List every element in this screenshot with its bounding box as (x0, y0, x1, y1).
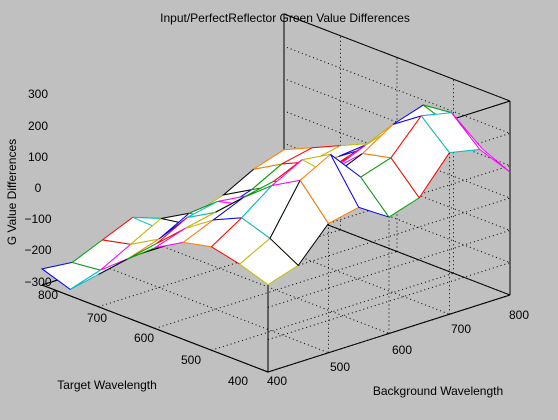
z-axis-label: G Value Differences (5, 139, 19, 245)
axes-frame-edge (267, 294, 511, 373)
background-tick-label: 700 (451, 322, 471, 336)
target-tick-label: 600 (134, 331, 154, 345)
background-floor-gridline (102, 265, 329, 354)
target-tick-label: 700 (87, 311, 107, 325)
z-tick-label: 100 (28, 150, 48, 164)
target-tick-labels: 800 700 600 500 400 (38, 288, 248, 388)
background-tick-labels: 400 500 600 700 800 (267, 308, 529, 388)
background-floor-gridline (162, 246, 390, 334)
surface-mesh (40, 104, 511, 291)
z-gridline (267, 110, 512, 276)
background-tick-label: 800 (509, 308, 529, 322)
z-gridline (267, 142, 512, 308)
z-tick-label: 200 (28, 119, 48, 133)
z-tick-labels: 300 200 100 0 −100 −200 −300 (24, 87, 51, 289)
target-floor-gridline (211, 272, 454, 351)
target-axis-label: Target Wavelength (57, 378, 157, 392)
background-tick-label: 600 (392, 343, 412, 357)
background-tick-label: 500 (330, 360, 350, 374)
z-gridline (267, 175, 512, 341)
z-tick-label: −100 (24, 212, 51, 226)
target-tick-label: 400 (228, 374, 248, 388)
target-tick-label: 500 (181, 353, 201, 367)
axis-line (41, 284, 269, 373)
target-tick-label: 800 (38, 288, 58, 302)
background-axis-label: Background Wavelength (373, 384, 503, 398)
axes-frame-edge (283, 13, 511, 102)
z-tick-label: 300 (28, 87, 48, 101)
chart-title: Input/PerfectReflector Green Value Diffe… (160, 11, 410, 25)
z-tick-label: 0 (35, 181, 42, 195)
z-gridline (267, 78, 512, 244)
surface-cell (451, 112, 511, 173)
z-tick-label: −300 (24, 275, 51, 289)
z-tick-label: −200 (24, 243, 51, 257)
background-tick-label: 400 (267, 374, 287, 388)
